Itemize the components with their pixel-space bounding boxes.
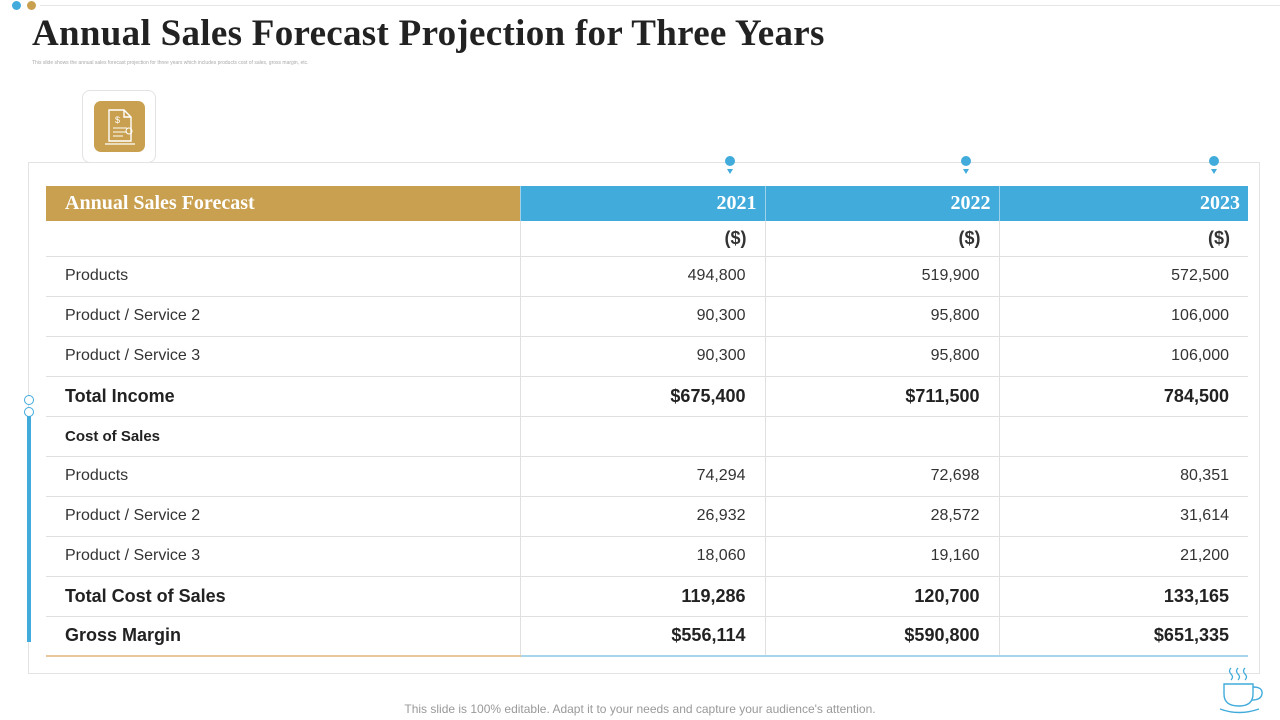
section-label: Cost of Sales (46, 416, 520, 457)
value-cell: 90,300 (519, 296, 765, 337)
row-label: Products (46, 456, 520, 497)
coffee-cup-icon (1219, 664, 1275, 720)
total-cost-of-sales-row: Total Cost of Sales 119,286 120,700 133,… (46, 576, 1248, 617)
year-header: 2021 (519, 186, 765, 221)
value-cell: 494,800 (519, 256, 765, 297)
value-cell: 19,160 (764, 536, 999, 577)
unit-cell: ($) (998, 221, 1248, 257)
value-cell: 133,165 (998, 576, 1248, 617)
row-label: Total Cost of Sales (46, 576, 520, 617)
row-label: Total Income (46, 376, 520, 417)
accent-vertical-line (27, 413, 31, 642)
units-row: ($) ($) ($) (46, 221, 1248, 257)
row-label: Products (46, 256, 520, 297)
table-row: Products 74,294 72,698 80,351 (46, 456, 1248, 497)
value-cell: 21,200 (998, 536, 1248, 577)
accent-circle (24, 395, 34, 405)
gold-dot-decoration (27, 1, 36, 10)
total-income-row: Total Income $675,400 $711,500 784,500 (46, 376, 1248, 417)
value-cell: $711,500 (764, 376, 999, 417)
row-label: Gross Margin (46, 616, 520, 657)
year-header: 2023 (998, 186, 1248, 221)
top-divider (40, 5, 1280, 6)
value-cell: 80,351 (998, 456, 1248, 497)
value-cell: 72,698 (764, 456, 999, 497)
value-cell: 119,286 (519, 576, 765, 617)
table-header-label: Annual Sales Forecast (46, 186, 520, 221)
unit-cell: ($) (519, 221, 765, 257)
icon-card: $ (82, 90, 156, 163)
accent-circle (24, 407, 34, 417)
value-cell: 106,000 (998, 336, 1248, 377)
unit-cell: ($) (764, 221, 999, 257)
page-title: Annual Sales Forecast Projection for Thr… (32, 13, 825, 54)
value-cell: 90,300 (519, 336, 765, 377)
value-cell: $556,114 (519, 616, 765, 657)
table-header-row: Annual Sales Forecast 2021 2022 2023 (46, 186, 1248, 221)
value-cell: $675,400 (519, 376, 765, 417)
svg-text:$: $ (115, 115, 120, 125)
value-cell (764, 416, 999, 457)
table-row: Product / Service 3 90,300 95,800 106,00… (46, 336, 1248, 377)
value-cell: 74,294 (519, 456, 765, 497)
value-cell: $590,800 (764, 616, 999, 657)
value-cell: 120,700 (764, 576, 999, 617)
row-label: Product / Service 3 (46, 336, 520, 377)
value-cell: 106,000 (998, 296, 1248, 337)
gross-margin-row: Gross Margin $556,114 $590,800 $651,335 (46, 616, 1248, 657)
row-label: Product / Service 2 (46, 496, 520, 537)
value-cell: 784,500 (998, 376, 1248, 417)
table-row: Product / Service 2 90,300 95,800 106,00… (46, 296, 1248, 337)
value-cell: $651,335 (998, 616, 1248, 657)
value-cell (519, 416, 765, 457)
footer-note: This slide is 100% editable. Adapt it to… (404, 702, 876, 716)
row-label: Product / Service 3 (46, 536, 520, 577)
value-cell: 26,932 (519, 496, 765, 537)
row-label: Product / Service 2 (46, 296, 520, 337)
invoice-document-icon: $ (94, 101, 145, 152)
year-marker-pin (724, 156, 736, 176)
table-row: Product / Service 2 26,932 28,572 31,614 (46, 496, 1248, 537)
value-cell: 18,060 (519, 536, 765, 577)
year-marker-pin (1208, 156, 1220, 176)
value-cell: 519,900 (764, 256, 999, 297)
value-cell: 572,500 (998, 256, 1248, 297)
cost-of-sales-section-row: Cost of Sales (46, 416, 1248, 457)
page-subtitle: This slide shows the annual sales foreca… (32, 60, 309, 66)
value-cell: 95,800 (764, 336, 999, 377)
year-marker-pin (960, 156, 972, 176)
table-row: Products 494,800 519,900 572,500 (46, 256, 1248, 297)
value-cell: 28,572 (764, 496, 999, 537)
value-cell: 31,614 (998, 496, 1248, 537)
table-row: Product / Service 3 18,060 19,160 21,200 (46, 536, 1248, 577)
year-header: 2022 (764, 186, 999, 221)
blue-dot-decoration (12, 1, 21, 10)
sales-forecast-table: Annual Sales Forecast 2021 2022 2023 ($)… (46, 186, 1248, 657)
value-cell: 95,800 (764, 296, 999, 337)
value-cell (998, 416, 1248, 457)
